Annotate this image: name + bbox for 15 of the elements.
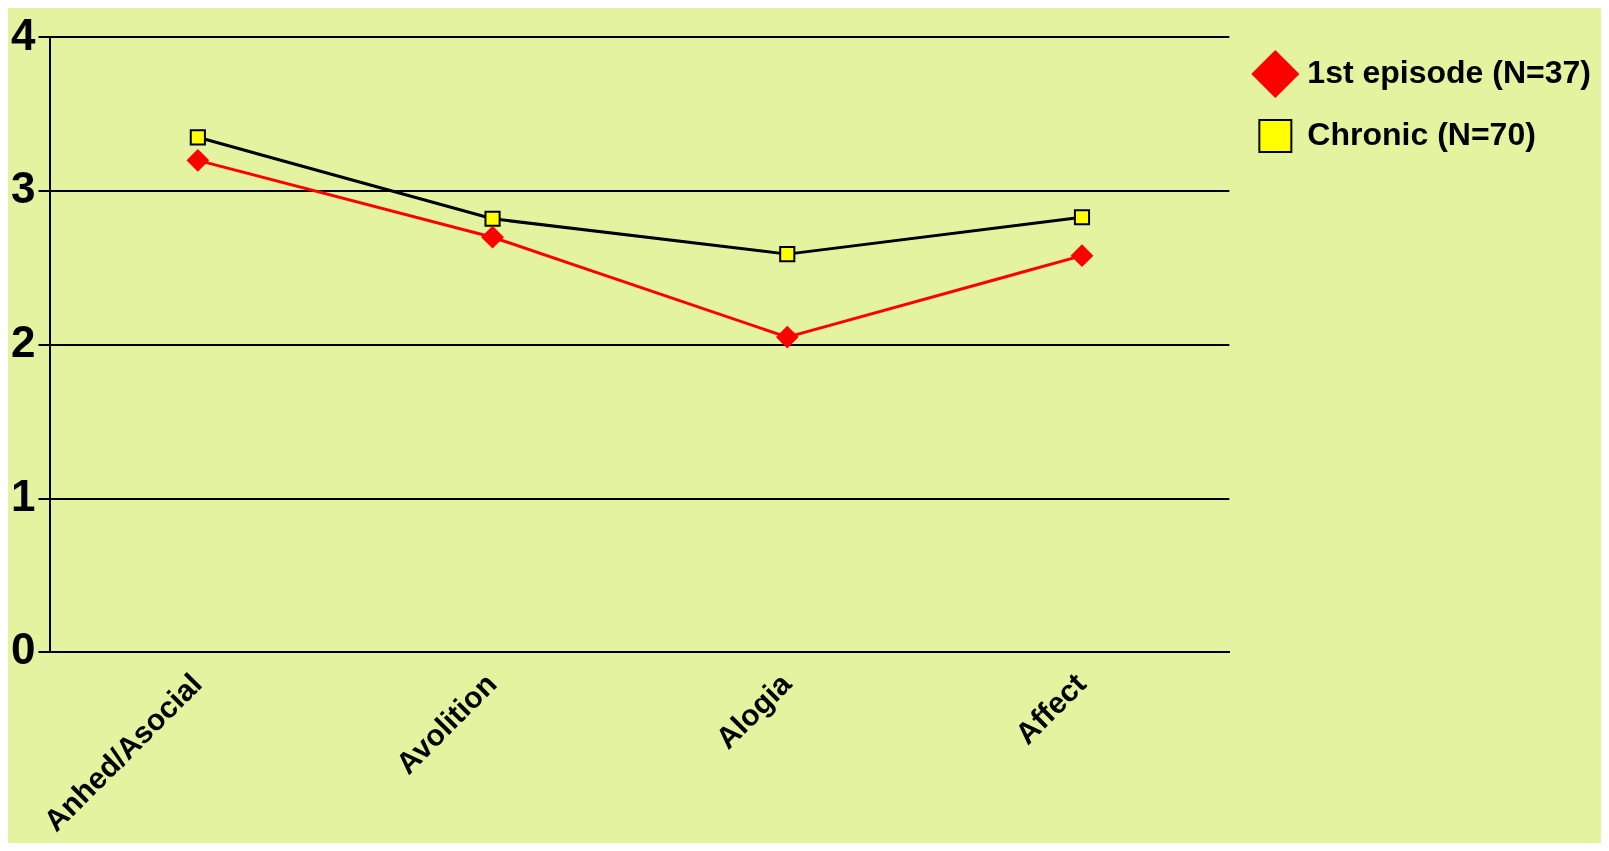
legend-label: 1st episode (N=37): [1307, 53, 1591, 90]
y-tick-label: 1: [10, 470, 36, 520]
point: [779, 246, 796, 263]
point: [1070, 244, 1093, 267]
point: [776, 326, 799, 349]
y-tick-label: 2: [10, 316, 36, 366]
point: [189, 129, 206, 146]
point: [186, 149, 209, 172]
y-tick-label: 4: [10, 9, 36, 59]
legend-label: Chronic (N=70): [1307, 115, 1536, 152]
point: [481, 226, 504, 249]
y-tick-label: 3: [10, 163, 36, 213]
point: [1073, 209, 1091, 226]
y-tick-label: 0: [10, 624, 36, 674]
point: [484, 210, 501, 227]
